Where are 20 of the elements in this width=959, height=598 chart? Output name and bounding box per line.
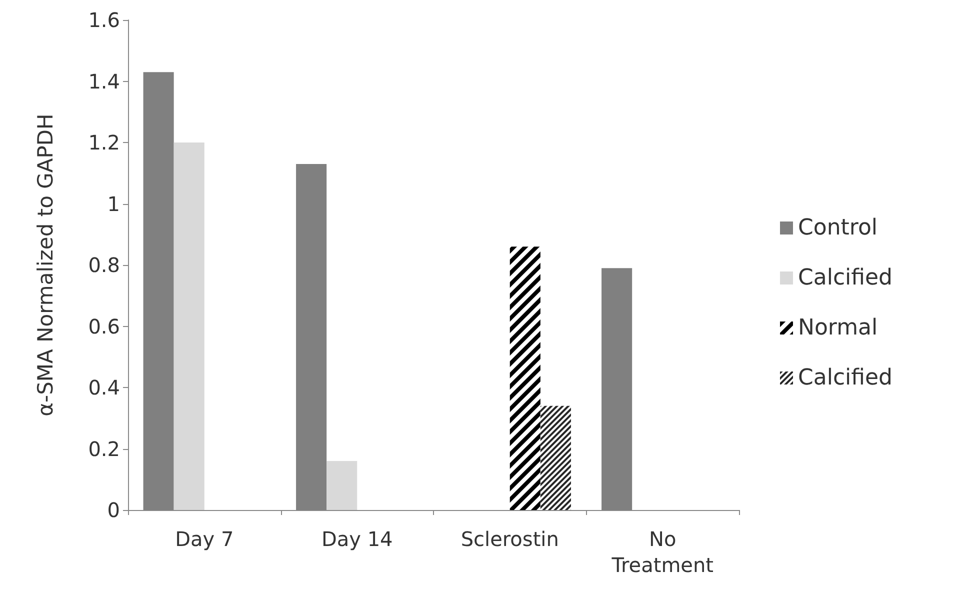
- y-tick-label: 0: [107, 498, 120, 522]
- legend-label: Normal: [798, 316, 878, 340]
- y-axis-title: α-SMA Normalized to GAPDH: [34, 114, 58, 416]
- y-tick-label: 1.6: [88, 8, 120, 32]
- x-tick-label: Sclerostin: [460, 527, 559, 551]
- legend-label: Control: [798, 216, 878, 240]
- bar: [174, 142, 204, 510]
- x-tick-label: Day 7: [175, 527, 234, 551]
- legend-label: Calcified: [798, 366, 893, 390]
- y-tick-label: 0.2: [88, 436, 120, 461]
- y-tick-label: 1.4: [88, 69, 120, 94]
- y-tick-label: 0.8: [88, 253, 120, 277]
- y-tick-label: 0.4: [88, 376, 120, 400]
- legend-label: Calcified: [798, 266, 893, 290]
- y-tick-label: 1: [107, 192, 120, 216]
- x-tick-label: No Treatment: [610, 527, 714, 577]
- y-tick-label: 0.6: [88, 314, 120, 338]
- bar: [326, 461, 358, 510]
- y-tick-label: 1.2: [88, 130, 120, 154]
- x-tick-label: Day 14: [321, 527, 393, 551]
